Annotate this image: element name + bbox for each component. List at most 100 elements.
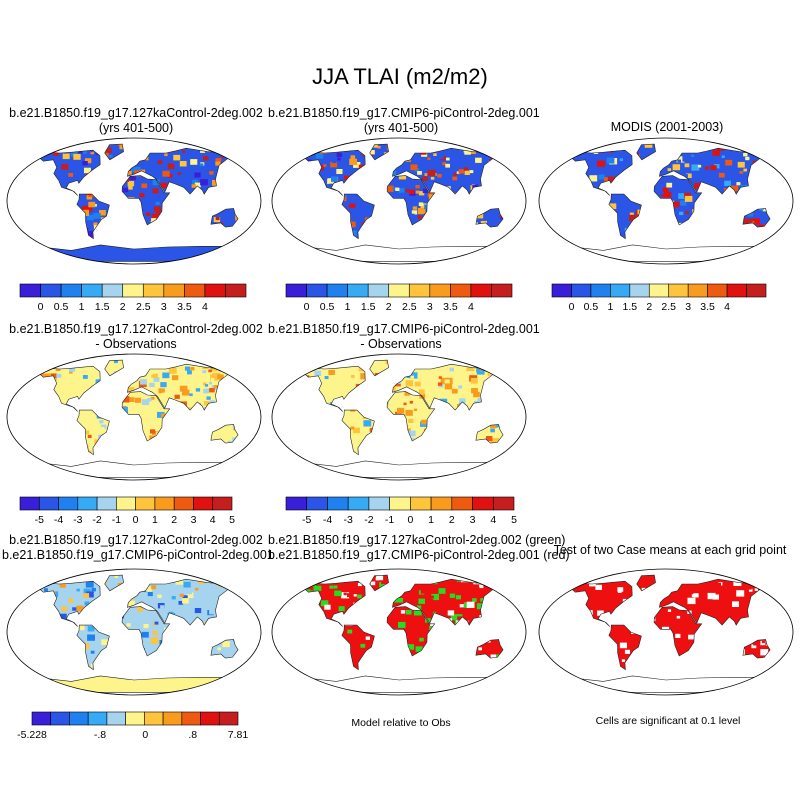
map-panel-8 <box>270 567 528 697</box>
colorbar-tick-label: 1 <box>152 514 158 526</box>
colorbar-swatch <box>173 496 194 511</box>
colorbar-tick-label: 4 <box>210 514 216 526</box>
colorbar-tick-label: 4 <box>724 301 730 313</box>
colorbar-swatch <box>285 496 308 511</box>
colorbar-swatch <box>629 283 650 298</box>
colorbar-tick-label: 0 <box>407 514 413 526</box>
panel-5-title: b.e21.B1850.f19_g17.CMIP6-piControl-2deg… <box>268 322 540 352</box>
colorbar-swatch <box>306 496 328 511</box>
colorbar-swatch <box>101 283 124 298</box>
colorbar-swatch <box>69 711 89 726</box>
map-boundary <box>271 353 527 481</box>
colorbar-tick-label: 2 <box>449 514 455 526</box>
colorbar-swatch <box>106 711 126 726</box>
colorbar-swatch <box>96 496 117 511</box>
colorbar-swatch <box>144 711 164 726</box>
colorbar-tick-label: 3.5 <box>443 301 458 313</box>
colorbar-tick-label: 5 <box>511 514 517 526</box>
colorbar-swatch <box>491 283 513 298</box>
map-panel-2 <box>270 136 528 266</box>
panel-7-title: b.e21.B1850.f19_g17.127kaControl-2deg.00… <box>2 533 274 563</box>
map-boundary <box>6 568 262 696</box>
map-boundary <box>6 137 262 265</box>
panel-2-title-line2: (yrs 401-500) <box>363 121 439 135</box>
colorbar-tick-label: 3.5 <box>177 301 192 313</box>
colorbar-tick-label: 1 <box>607 301 613 313</box>
colorbar-tick-label: 0 <box>133 514 139 526</box>
landmass-namerica <box>305 150 366 196</box>
colorbar-swatch <box>163 283 185 298</box>
colorbar-swatch <box>184 283 206 298</box>
colorbar-swatch <box>135 496 156 511</box>
colorbar-tick-label: -4 <box>323 514 332 526</box>
panel-9-note: Cells are significant at 0.1 level <box>595 715 741 727</box>
map-boundary <box>538 137 794 265</box>
colorbar-swatch <box>746 283 767 298</box>
colorbar-tick-label: 1.5 <box>622 301 637 313</box>
colorbar-tick-label: 3 <box>470 514 476 526</box>
landmass-greenland <box>104 575 124 591</box>
colorbar-swatch <box>430 496 453 511</box>
colorbar-tick-label: 3 <box>161 301 167 313</box>
map-panel-7 <box>5 567 263 697</box>
landmass-namerica <box>572 581 633 627</box>
colorbar-swatch <box>726 283 747 298</box>
landmass-antarctica <box>34 460 234 478</box>
colorbar-tick-label: 0.5 <box>320 301 335 313</box>
landmass-antarctica <box>34 244 234 262</box>
colorbar-tick-label: 3 <box>191 514 197 526</box>
colorbar-tick-label: -4 <box>54 514 63 526</box>
landmass-greenland <box>104 360 124 376</box>
landmass-australia <box>475 639 504 659</box>
colorbar-swatch <box>408 283 431 298</box>
colorbar-swatch <box>326 283 348 298</box>
colorbar-tick-label: 1 <box>345 301 351 313</box>
colorbar-swatch <box>60 283 82 298</box>
colorbar-tick-label: 1.5 <box>95 301 110 313</box>
colorbar-swatch <box>492 496 515 511</box>
colorbar-swatch <box>285 283 307 298</box>
colorbar-tick-label: 1 <box>79 301 85 313</box>
map-panel-5 <box>270 352 528 482</box>
colorbar-swatch <box>551 283 572 298</box>
colorbar-swatch <box>450 283 472 298</box>
colorbar-tick-label: 0.5 <box>54 301 69 313</box>
map-panel-3 <box>537 136 795 266</box>
panel-8-title-line2: b.e21.B1850.f19_g17.CMIP6-piControl-2deg… <box>268 548 570 562</box>
colorbar-swatch <box>38 496 59 511</box>
colorbar-tick-label: 3.5 <box>700 301 715 313</box>
colorbar-tick-label: 4 <box>468 301 474 313</box>
colorbar-tick-label: 2 <box>386 301 392 313</box>
panel-8-note: Model relative to Obs <box>351 717 451 729</box>
colorbar-tick-label: -5 <box>302 514 311 526</box>
colorbar-swatch <box>429 283 451 298</box>
colorbar-tick-label: 0 <box>38 301 44 313</box>
panel-3-title-line1: MODIS (2001-2003) <box>610 120 724 134</box>
map-panel-4 <box>5 352 263 482</box>
panel-4-title-line2: - Observations <box>95 337 177 351</box>
colorbar-tick-label: -5 <box>35 514 44 526</box>
colorbar-tick-label: -3 <box>73 514 82 526</box>
landmass-antarctica <box>566 244 766 262</box>
colorbar-tick-label: -1 <box>385 514 394 526</box>
colorbar-tick-label: 4 <box>202 301 208 313</box>
colorbar-1: 0 0.5 1 1.5 2 2.5 3 3.5 4 <box>19 283 247 314</box>
map-boundary <box>538 568 794 696</box>
landmass-samerica <box>341 625 375 670</box>
colorbar-tick-label: -1 <box>112 514 121 526</box>
colorbar-tick-label: 2.5 <box>136 301 151 313</box>
colorbar-swatch <box>470 283 492 298</box>
panel-2-title: b.e21.B1850.f19_g17.CMIP6-piControl-2deg… <box>268 106 540 136</box>
colorbar-swatch <box>388 283 410 298</box>
colorbar-3: 0 0.5 1 1.5 2 2.5 3 3.5 4 <box>551 283 767 314</box>
landmass-namerica <box>572 150 633 196</box>
landmass-namerica <box>305 581 366 627</box>
colorbar-swatch <box>367 283 390 298</box>
landmass-africa <box>387 606 435 656</box>
colorbar-swatch <box>472 496 494 511</box>
colorbar-swatch <box>142 283 165 298</box>
landmass-australia <box>210 424 239 444</box>
colorbar-tick-label: -3 <box>344 514 353 526</box>
colorbar-tick-label: 2 <box>646 301 652 313</box>
panel-8-title-line1: b.e21.B1850.f19_g17.127kaControl-2deg.00… <box>268 533 566 547</box>
